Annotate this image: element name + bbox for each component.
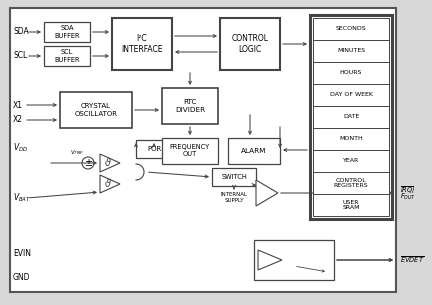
Bar xyxy=(136,140,172,158)
Text: YEAR: YEAR xyxy=(343,159,359,163)
Text: RTC
DIVIDER: RTC DIVIDER xyxy=(175,99,205,113)
Bar xyxy=(228,138,280,164)
Text: $V_{TRIP}$: $V_{TRIP}$ xyxy=(70,149,84,157)
Text: $\overline{IRQ}$/: $\overline{IRQ}$/ xyxy=(400,184,416,196)
Text: FREQUENCY
OUT: FREQUENCY OUT xyxy=(170,145,210,157)
Text: $V_{DD}$: $V_{DD}$ xyxy=(13,142,28,154)
Polygon shape xyxy=(258,250,282,270)
Text: I²C
INTERFACE: I²C INTERFACE xyxy=(121,34,163,54)
Text: $V_{BAT}$: $V_{BAT}$ xyxy=(13,192,31,204)
Polygon shape xyxy=(100,154,120,172)
Text: ±: ± xyxy=(84,158,92,168)
Text: $\overline{EVDET}$: $\overline{EVDET}$ xyxy=(400,255,425,265)
Bar xyxy=(162,138,218,164)
Text: ϑ: ϑ xyxy=(105,179,111,189)
Bar xyxy=(313,194,389,216)
Polygon shape xyxy=(100,175,120,193)
Text: MONTH: MONTH xyxy=(339,137,363,142)
Text: POR: POR xyxy=(147,146,161,152)
Text: HOURS: HOURS xyxy=(340,70,362,76)
Text: USER
SRAM: USER SRAM xyxy=(342,199,360,210)
Text: X1: X1 xyxy=(13,101,23,109)
Polygon shape xyxy=(256,180,278,206)
Text: ALARM: ALARM xyxy=(241,148,267,154)
Text: SECONDS: SECONDS xyxy=(336,27,366,31)
Text: INTERNAL
SUPPLY: INTERNAL SUPPLY xyxy=(220,192,248,203)
Bar xyxy=(313,84,389,106)
Text: DAY OF WEEK: DAY OF WEEK xyxy=(330,92,372,98)
Text: X2: X2 xyxy=(13,116,23,124)
Text: ϑ: ϑ xyxy=(105,158,111,168)
Bar xyxy=(220,18,280,70)
Text: $F_{OUT}$: $F_{OUT}$ xyxy=(400,192,416,202)
Text: CONTROL
REGISTERS: CONTROL REGISTERS xyxy=(334,178,368,188)
Text: CONTROL
LOGIC: CONTROL LOGIC xyxy=(232,34,269,54)
Text: DATE: DATE xyxy=(343,114,359,120)
Bar xyxy=(313,40,389,62)
Bar xyxy=(313,150,389,172)
Text: EVIN: EVIN xyxy=(13,249,31,257)
Bar xyxy=(44,46,90,66)
Text: MINUTES: MINUTES xyxy=(337,48,365,53)
Bar xyxy=(44,22,90,42)
Bar xyxy=(313,106,389,128)
Text: SCL
BUFFER: SCL BUFFER xyxy=(54,49,80,63)
Text: GND: GND xyxy=(13,274,31,282)
Text: CRYSTAL
OSCILLATOR: CRYSTAL OSCILLATOR xyxy=(74,103,118,117)
Text: SDA
BUFFER: SDA BUFFER xyxy=(54,26,80,38)
Bar xyxy=(10,8,396,292)
Text: SWITCH: SWITCH xyxy=(221,174,247,180)
Bar xyxy=(112,18,172,70)
Bar xyxy=(162,88,218,124)
Bar xyxy=(313,18,389,40)
Bar xyxy=(313,172,389,194)
Bar xyxy=(313,128,389,150)
Bar xyxy=(313,62,389,84)
Bar xyxy=(60,92,132,128)
Bar xyxy=(310,15,392,219)
Bar xyxy=(254,240,334,280)
Bar xyxy=(212,168,256,186)
Text: SDA: SDA xyxy=(13,27,29,37)
Text: SCL: SCL xyxy=(13,52,27,60)
